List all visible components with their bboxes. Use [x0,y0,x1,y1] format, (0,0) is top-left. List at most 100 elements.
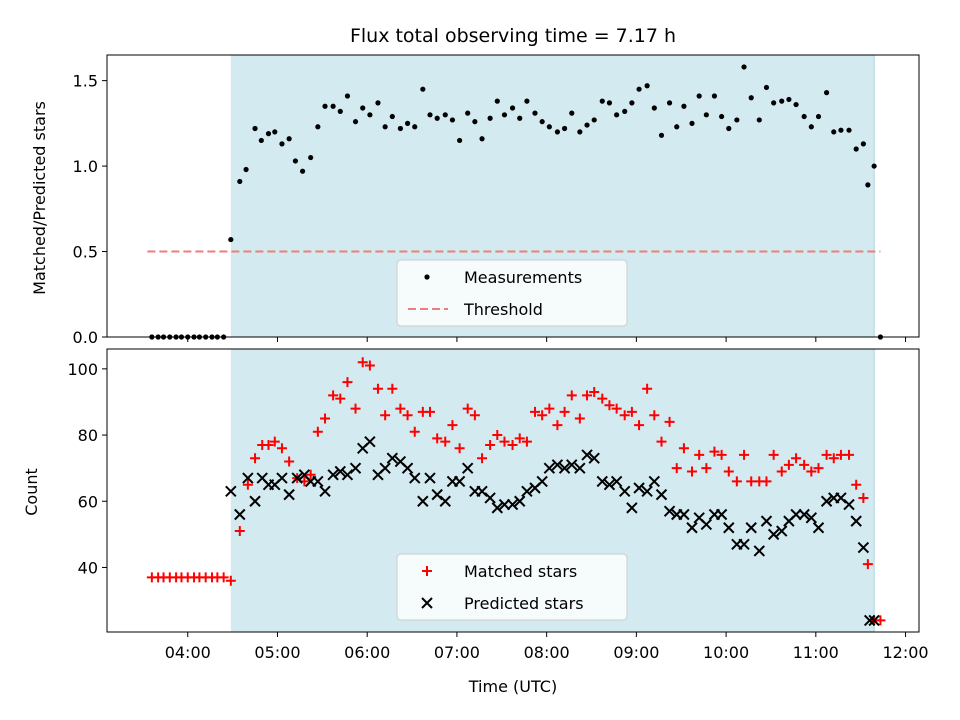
data-point [258,137,264,144]
data-point [835,492,847,504]
data-point [249,495,261,507]
data-point [820,495,833,507]
data-point [491,502,504,514]
series-predicted-stars [225,435,880,627]
data-point [748,95,754,101]
data-point [283,488,295,501]
data-point [619,410,630,421]
data-point [402,410,413,421]
data-point [269,436,280,447]
data-point [432,433,443,444]
data-point [715,508,728,521]
data-point [862,559,873,570]
data-point [599,98,605,104]
data-point [813,463,824,474]
data-point [648,475,661,488]
data-point [501,112,508,118]
legend-frame [396,259,628,327]
data-point [701,463,712,474]
data-point [237,178,243,185]
data-point [420,86,426,92]
data-point [492,430,503,441]
chart-title: Flux total observing time = 7.17 h [350,25,676,47]
data-point [453,475,466,488]
data-point [838,127,844,133]
data-point [756,117,762,123]
data-point [539,119,545,125]
data-point [243,166,249,173]
data-point [577,129,583,135]
y-tick-label: 60 [78,492,98,511]
data-point [242,479,253,490]
y-tick-label: 0.5 [73,243,98,262]
top-y-axis-label: Matched/Predicted stars [30,101,49,295]
y-tick-label: 1.0 [73,157,98,176]
data-point [442,112,448,118]
data-point [783,459,794,470]
data-point [857,541,870,554]
data-point [477,453,488,464]
data-point [319,485,331,498]
legend-frame [396,553,628,621]
data-point [663,505,676,517]
data-point [484,492,496,504]
y-tick-label: 80 [78,426,98,445]
data-point [334,465,346,478]
x-tick-label: 11:00 [793,643,839,662]
data-point [379,462,391,474]
data-point [487,115,493,121]
data-point [844,449,855,460]
data-point [574,413,585,424]
data-point [514,495,526,507]
x-tick-label: 12:00 [882,643,928,662]
data-point [776,466,787,477]
data-point [831,129,837,135]
data-point [286,136,292,142]
data-point [626,406,637,417]
data-point [457,137,463,144]
y-tick-label: 0.0 [73,328,98,347]
data-point [424,472,436,484]
data-point [292,158,299,164]
data-point [431,488,443,501]
data-point [633,482,645,494]
data-point [851,479,862,490]
data-point [234,526,245,537]
data-point [320,413,331,424]
data-point [462,403,473,414]
data-point [597,393,608,404]
data-point [678,508,690,521]
data-point [397,125,403,132]
data-point [821,449,832,460]
data-point [686,466,697,477]
data-point [225,575,236,586]
data-point [350,403,361,414]
data-point [367,112,373,118]
legend-label: Threshold [463,300,543,319]
x-axis-label: Time (UTC) [468,677,557,696]
data-point [389,113,395,120]
data-point [375,100,381,106]
data-point [641,485,653,498]
data-point [554,129,561,135]
data-point [472,119,478,125]
data-point [681,103,687,109]
data-point [694,449,705,460]
data-point [696,93,702,99]
data-point [322,103,328,109]
data-point [447,420,458,431]
y-tick-label: 100 [67,360,98,379]
data-point [863,614,876,627]
data-point [634,420,645,431]
data-point [427,112,433,118]
data-point [828,453,839,464]
x-tick-label: 07:00 [434,643,480,662]
data-point [479,136,485,142]
data-point [386,452,399,464]
data-point [801,113,807,120]
data-point [291,472,303,484]
data-point [858,492,869,503]
data-point [812,522,825,534]
x-tick-label: 10:00 [703,643,749,662]
data-point [335,393,346,404]
